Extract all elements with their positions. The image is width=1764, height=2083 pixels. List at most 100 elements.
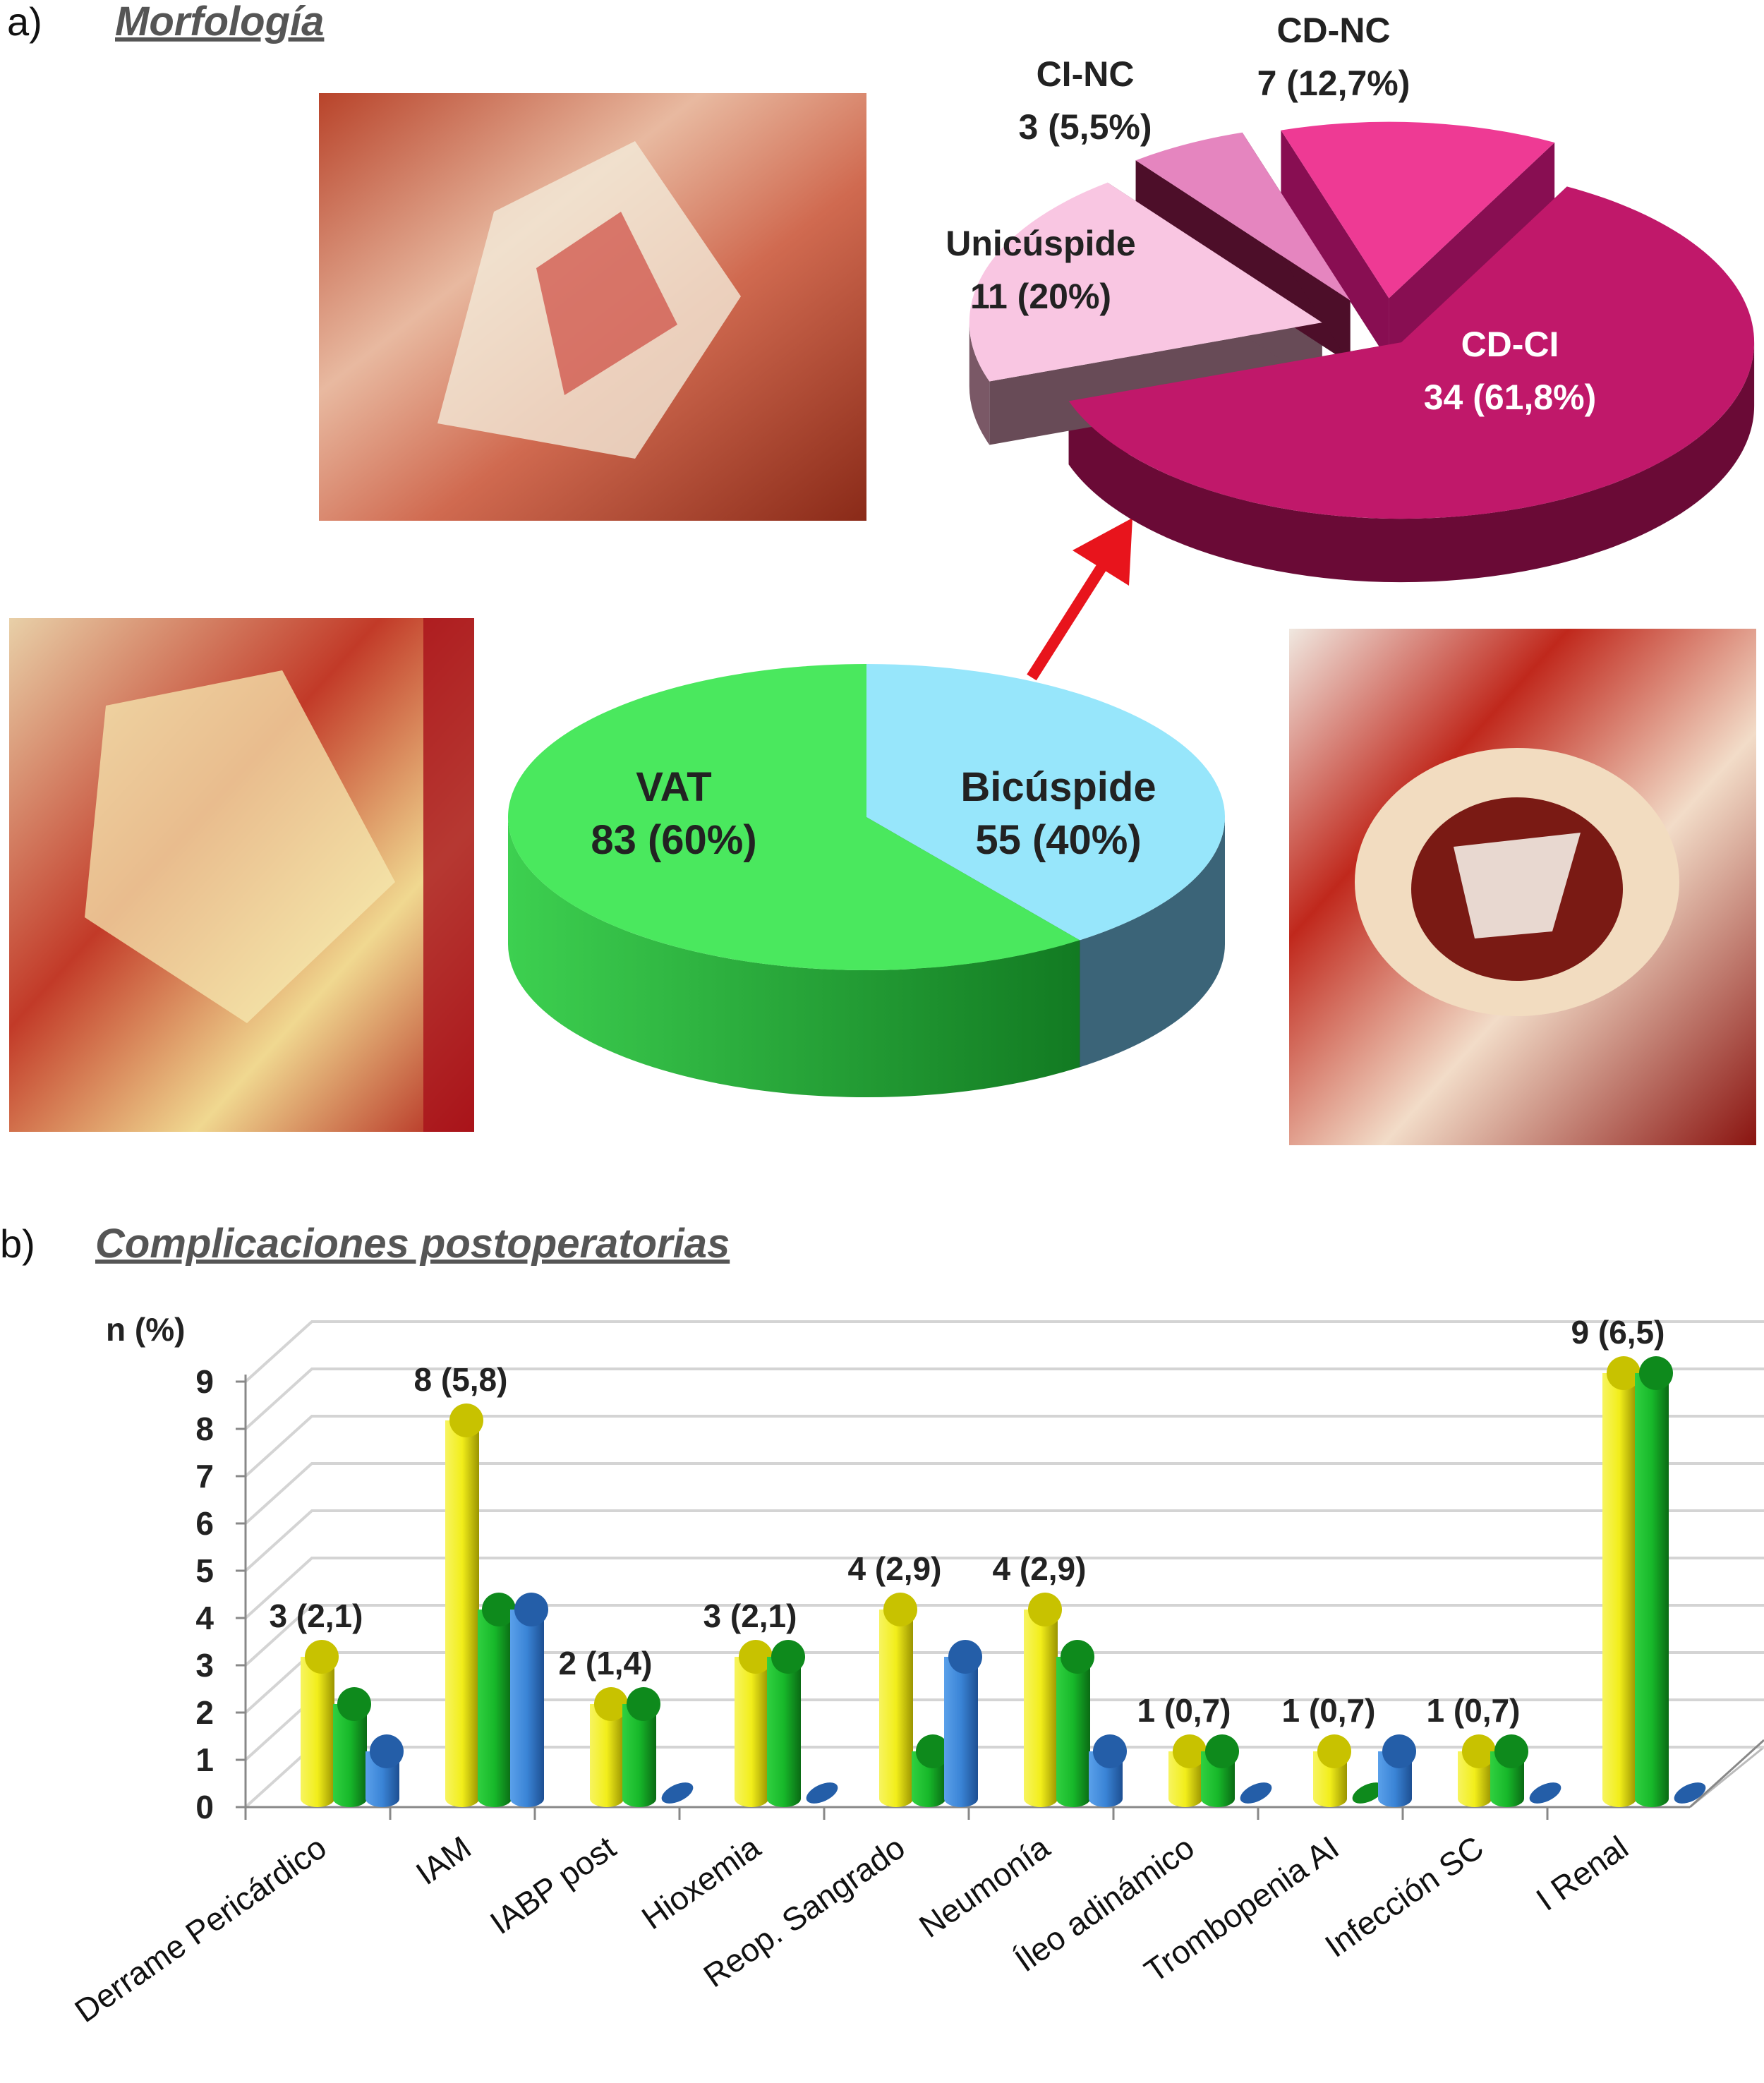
value-cd-nc: 7 (12,7%) [1257,64,1410,103]
label-bicuspide: Bicúspide [960,764,1156,810]
bar-top [1462,1734,1496,1768]
pie-slice-wall [989,322,1322,445]
panel-a-title: Morfología [115,0,324,44]
bar [301,1657,334,1807]
gridline [244,1415,1764,1478]
bar-zero [1674,1782,1706,1804]
pie-slice-side [969,322,990,445]
gridline [244,1320,1764,1383]
bar-top [1173,1734,1207,1768]
data-label: 3 (2,1) [270,1598,363,1634]
data-label: 1 (0,7) [1282,1692,1376,1729]
label-vat: VAT [636,764,711,810]
pie-slice-cd-ci [1068,186,1755,519]
bar-zero [661,1782,694,1804]
data-label: 2 (1,4) [559,1645,653,1682]
bar-zero [1240,1782,1272,1804]
value-cd-ci: 34 (61,8%) [1424,378,1597,417]
bar [767,1657,801,1807]
y-tick-label: 0 [195,1789,214,1825]
pie-chart-morphology [507,664,1225,1098]
bar [944,1657,978,1807]
pie-slice-side [1080,817,1225,1068]
data-label: 4 (2,9) [993,1550,1087,1587]
label-cd-nc: CD-NC [1276,11,1390,50]
y-tick-label: 4 [195,1600,214,1636]
bar-top [514,1593,548,1626]
gridline [244,1509,1764,1572]
label-cd-ci: CD-CI [1461,325,1559,364]
bar-top [1382,1734,1416,1768]
bar-top [627,1687,660,1721]
bar-top [948,1640,982,1674]
pie-slice-bicúspide [866,664,1225,941]
y-tick-label: 7 [195,1458,214,1495]
bar [1024,1610,1058,1807]
gridline [244,1462,1764,1525]
bar-top [1639,1356,1673,1390]
bar-chart-complications: 0 1 2 3 4 5 6 7 8 9 Derrame Pericárdico 3 (2,1) IAM 8… [68,1314,1764,2029]
bar [590,1704,624,1807]
x-tick-label: Infección SC [1318,1829,1490,1964]
valve-photo-top [319,93,866,521]
bar [333,1704,367,1807]
y-tick-label: 3 [195,1647,214,1684]
value-ci-nc: 3 (5,5%) [1019,107,1152,147]
data-label: 1 (0,7) [1137,1692,1231,1729]
bar [1602,1373,1636,1807]
gridline [244,1604,1764,1667]
x-tick-label: Derrame Pericárdico [68,1829,332,2030]
bar-zero [1529,1782,1561,1804]
label-unicuspide: Unicúspide [946,224,1135,263]
value-bicuspide: 55 (40%) [975,817,1141,863]
data-label: 4 (2,9) [848,1550,942,1587]
bar [478,1610,512,1807]
pie-slice-vat [507,664,1080,970]
y-tick-label: 6 [195,1505,214,1542]
bar-top [449,1403,483,1437]
bar-top [1093,1734,1127,1768]
pie-slice-cd-nc [1281,121,1555,298]
pie-slice-wall [1281,130,1389,362]
bar-top [370,1734,404,1768]
value-vat: 83 (60%) [591,817,756,863]
x-tick-label: IABP post [483,1828,622,1941]
y-tick-label: 2 [195,1694,214,1731]
bar [735,1657,768,1807]
bar-top [594,1687,628,1721]
bar-top [482,1593,516,1626]
pie-chart-bicuspid-types [969,121,1755,583]
bar [1056,1657,1090,1807]
bar-top [916,1734,950,1768]
bar [510,1610,544,1807]
bar-top [305,1640,339,1674]
valve-photo-right [1289,629,1756,1145]
data-label: 8 (5,8) [414,1361,508,1398]
bar-zero [1352,1782,1384,1804]
bar-top [1061,1640,1094,1674]
y-tick-label: 9 [195,1363,214,1400]
floor-edge [1689,1739,1764,1809]
bar-top [1317,1734,1351,1768]
bar-top [337,1687,371,1721]
data-label: 9 (6,5) [1571,1314,1665,1351]
bar [1635,1373,1669,1807]
panel-a-label: a) [7,0,42,44]
bar-top [1205,1734,1239,1768]
x-tick-label: I Renal [1530,1829,1635,1918]
gridline [244,1367,1764,1430]
y-tick-label: 8 [195,1411,214,1447]
pie-slice-wall [1389,142,1555,362]
bar-zero [806,1782,838,1804]
pie-slice-ci-nc [1135,132,1351,301]
pie-slice-side [507,817,1080,1098]
valve-photo-left [9,618,474,1132]
y-tick-label: 5 [195,1552,214,1589]
y-axis-label: n (%) [106,1311,185,1348]
pie-slice-side [1068,342,1755,583]
y-tick-label: 1 [195,1741,214,1778]
bar [879,1610,913,1807]
red-arrow [1027,518,1132,681]
data-label: 1 (0,7) [1427,1692,1521,1729]
